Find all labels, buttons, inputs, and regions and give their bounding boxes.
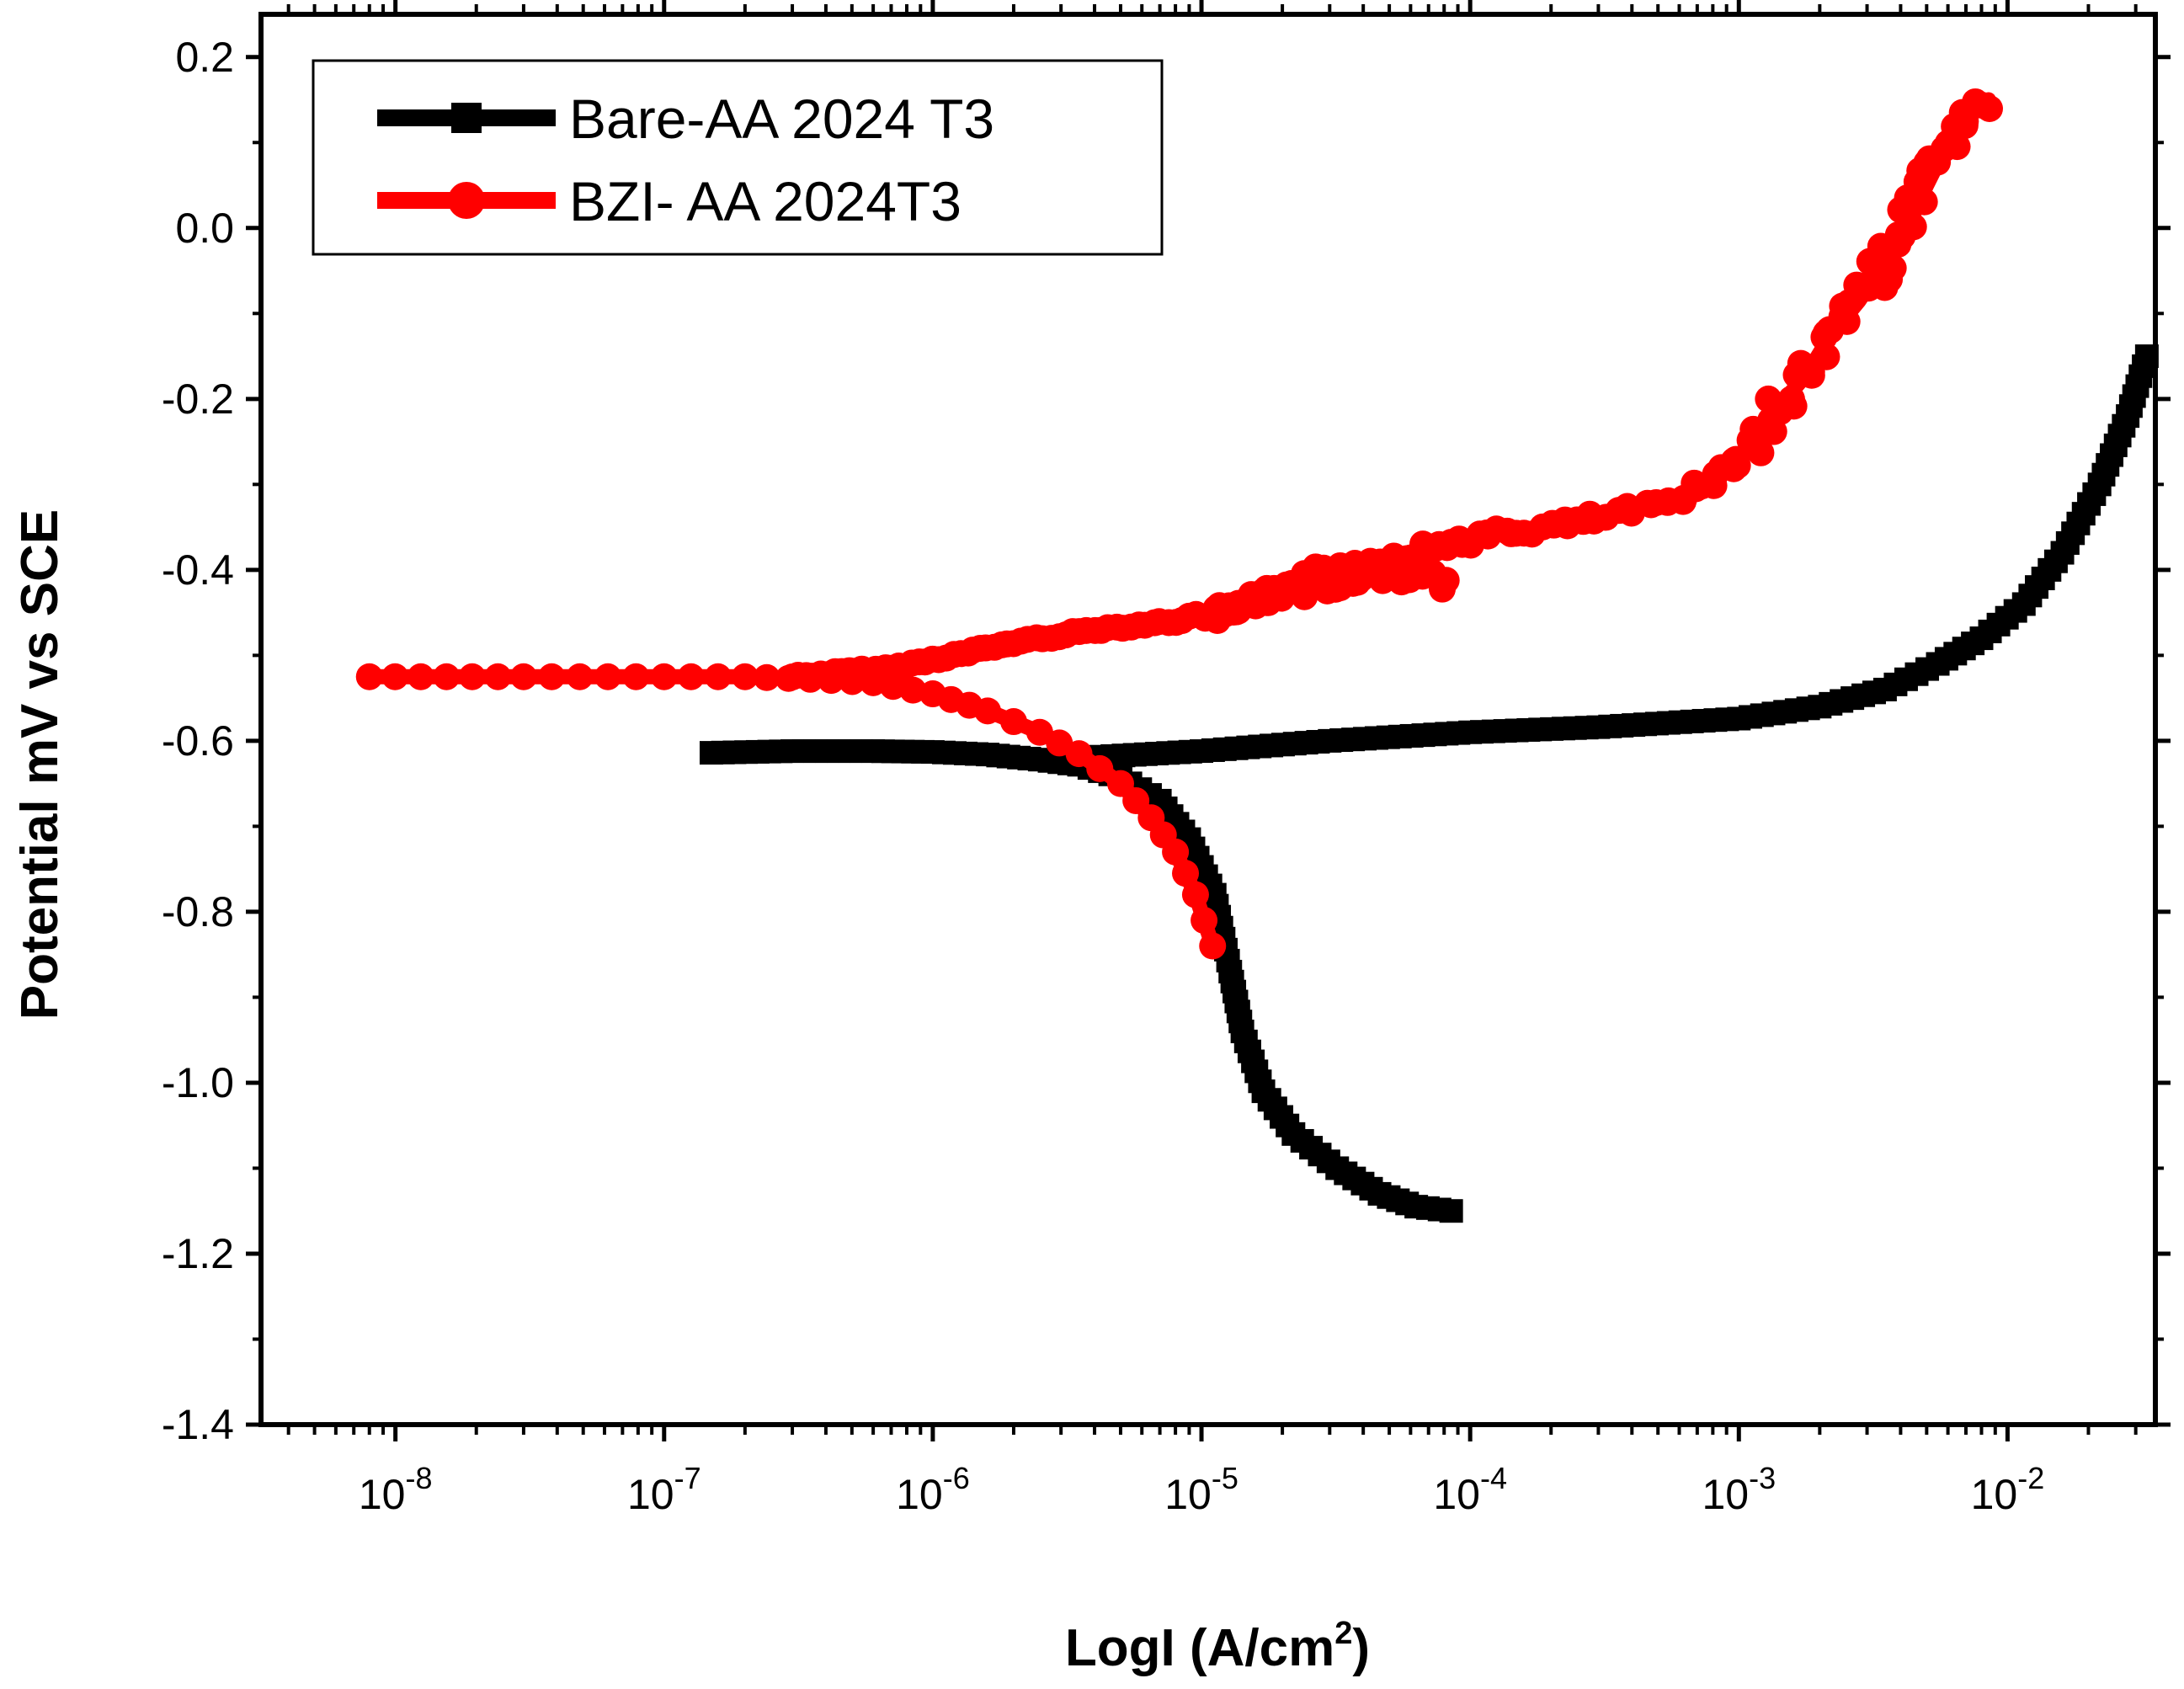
series-bzi-marker [753, 663, 780, 691]
series-bzi-cathodic-line [361, 669, 1221, 954]
series-bzi-marker [1829, 292, 1856, 320]
series-bare-marker [1439, 1199, 1463, 1223]
series-bzi-marker [458, 663, 486, 690]
series-bzi-marker [1432, 567, 1460, 594]
y-tick-label: -1.4 [162, 1401, 234, 1448]
y-axis-title: Potential mV vs SCE [11, 509, 69, 1020]
y-tick-label: -0.2 [162, 376, 234, 423]
legend-marker-bare [451, 103, 482, 133]
series-bzi-marker [538, 663, 566, 690]
x-tick-label: 10-4 [1433, 1461, 1507, 1518]
x-axis-title-suffix: ) [1352, 1619, 1370, 1677]
series-bzi-marker [1199, 932, 1227, 960]
series-bzi-marker [974, 697, 1002, 725]
series-bare-cathodic-line [702, 742, 1461, 1221]
series-bzi-marker [1065, 740, 1093, 768]
plot-border [258, 12, 2158, 1427]
plot-frame [258, 12, 2158, 1427]
series-bzi-marker [1968, 91, 1995, 119]
series-bzi [355, 88, 2003, 960]
x-axis-title-main: LogI (A/cm [1065, 1619, 1334, 1677]
series-bzi-marker [509, 663, 537, 690]
series-bzi-marker [704, 663, 732, 690]
legend-label-bare: Bare-AA 2024 T3 [569, 88, 994, 150]
legend-label-bzi: BZI- AA 2024T3 [569, 170, 961, 232]
series-bzi-marker [1191, 907, 1218, 935]
legend-entry-bare [377, 103, 556, 133]
x-tick-label: 10-5 [1164, 1461, 1238, 1518]
legend: Bare-AA 2024 T3 BZI- AA 2024T3 [312, 59, 1164, 256]
x-tick-label: 10-6 [896, 1461, 970, 1518]
y-tick-label: 0.0 [175, 205, 234, 252]
series-bzi-marker [484, 663, 512, 690]
y-tick-label: -0.6 [162, 717, 234, 765]
series-bzi-marker [622, 663, 650, 690]
series-bzi-marker [407, 663, 434, 690]
y-tick-label: -0.4 [162, 546, 234, 594]
x-axis-title-superscript: 2 [1334, 1616, 1352, 1651]
x-tick-label: 10-7 [627, 1461, 701, 1518]
x-axis-ticks: 10-8 10-7 10-6 10-5 10-4 10-3 10-2 [286, 0, 2138, 1518]
series-bzi-marker [1722, 445, 1750, 473]
series-bzi-marker [566, 663, 594, 690]
x-tick-label: 10-8 [359, 1461, 433, 1518]
y-tick-label: -1.2 [162, 1230, 234, 1277]
series-bzi-marker [1172, 860, 1200, 887]
series-bzi-marker [1025, 718, 1053, 746]
series-bare [699, 344, 2159, 1223]
y-tick-label: -1.0 [162, 1059, 234, 1106]
series-bzi-marker [1181, 881, 1209, 908]
y-axis-ticks: -1.4 -1.2 -1.0 -0.8 -0.6 -0.4 -0.2 0.0 0.2 [162, 34, 2171, 1448]
y-tick-label: -0.8 [162, 888, 234, 935]
series-bzi-marker [1086, 754, 1114, 782]
y-tick-label: 0.2 [175, 34, 234, 81]
series-bzi-marker [381, 663, 409, 690]
legend-box [312, 59, 1164, 256]
series-bzi-marker [1777, 385, 1805, 413]
curves [355, 88, 2159, 1223]
series-bzi-marker [731, 663, 759, 690]
series-bzi-marker [1884, 231, 1912, 258]
series-bzi-marker [433, 663, 461, 690]
legend-entry-bzi [377, 182, 556, 219]
series-bzi-marker [355, 663, 383, 690]
series-bzi-marker [1877, 253, 1904, 280]
series-bzi-marker [677, 663, 705, 690]
series-bzi-marker [650, 663, 678, 690]
series-bzi-marker [1162, 838, 1190, 866]
series-bare-anodic-line [1069, 347, 2156, 768]
series-bzi-marker [999, 708, 1027, 736]
series-bzi-marker [899, 676, 927, 704]
series-bzi-marker [1046, 729, 1073, 757]
series-bzi-marker [1813, 343, 1840, 370]
legend-marker-bzi [448, 182, 485, 219]
x-tick-label: 10-3 [1702, 1461, 1776, 1518]
series-bare-marker [2134, 344, 2159, 369]
series-bzi-marker [594, 663, 622, 690]
x-tick-label: 10-2 [1971, 1461, 2045, 1518]
x-axis-title: LogI (A/cm2) [1065, 1616, 1370, 1677]
